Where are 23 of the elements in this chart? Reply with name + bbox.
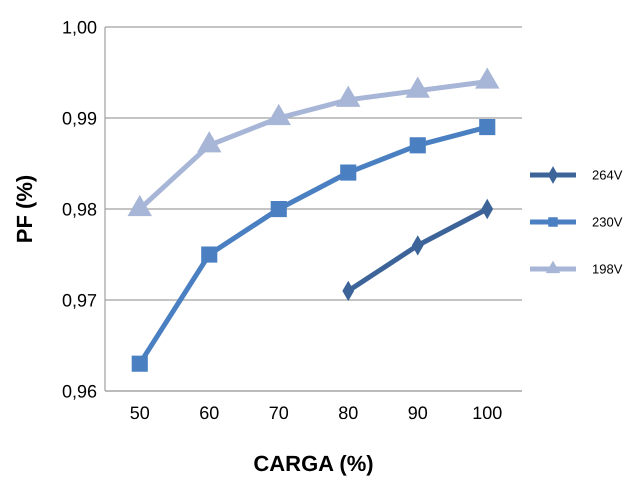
legend-label: 230V: [592, 214, 623, 230]
x-axis-title: CARGA (%): [253, 451, 374, 476]
point: [406, 76, 430, 98]
x-tick-label: 90: [408, 403, 428, 423]
x-tick-label: 100: [472, 403, 502, 423]
legend-label: 198V: [592, 262, 623, 277]
y-axis-title: PF (%): [12, 174, 37, 244]
x-tick-label: 80: [338, 403, 358, 423]
x-tick-label: 60: [199, 403, 220, 423]
y-tick-label: 0,99: [62, 108, 97, 128]
point: [266, 104, 291, 126]
y-tick-label: 0,98: [62, 199, 97, 220]
point: [201, 246, 218, 263]
y-tick-label: 0,97: [62, 290, 97, 310]
point: [270, 200, 287, 218]
point: [475, 67, 500, 89]
y-tick-label: 0,96: [62, 381, 97, 402]
x-tick-label: 50: [130, 403, 150, 423]
y-tick-label: 1,00: [62, 17, 97, 38]
x-tick-label: 70: [268, 403, 289, 423]
point: [336, 86, 360, 107]
point: [197, 131, 222, 152]
legend-label: 264V: [592, 168, 623, 183]
